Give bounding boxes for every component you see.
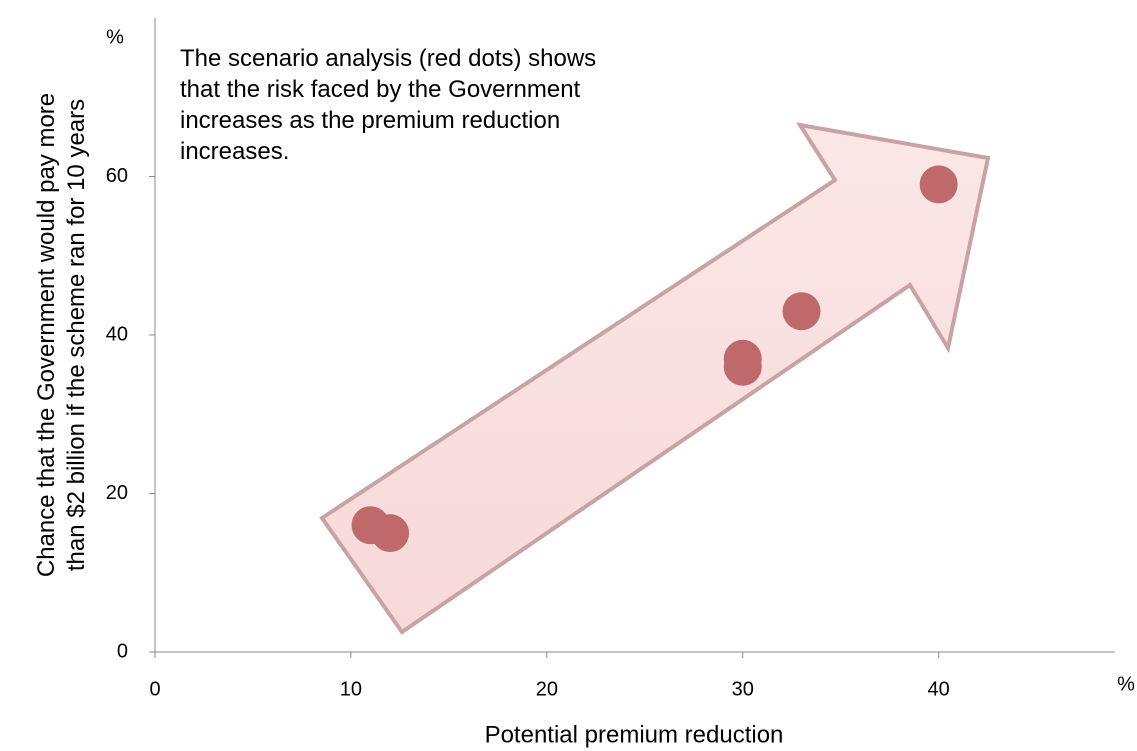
- trend-arrow: [319, 122, 991, 635]
- x-unit: %: [1117, 673, 1135, 695]
- data-point: [371, 514, 410, 553]
- data-point: [723, 347, 762, 386]
- annotation-line: increases as the premium reduction: [180, 107, 560, 134]
- x-tick-label: 40: [928, 678, 950, 700]
- y-tick-label: 40: [106, 323, 128, 345]
- annotation: The scenario analysis (red dots) shows th…: [180, 45, 596, 165]
- y-tick-label: 60: [106, 165, 128, 187]
- y-tick-label: 20: [106, 482, 128, 504]
- annotation-line: The scenario analysis (red dots) shows: [180, 45, 596, 72]
- annotation-line: that the risk faced by the Government: [180, 76, 581, 103]
- y-unit: %: [106, 26, 124, 48]
- annotation-line: increases.: [180, 138, 289, 165]
- x-tick-label: 20: [536, 678, 558, 700]
- data-point: [782, 292, 821, 331]
- x-tick-label: 0: [149, 678, 160, 700]
- x-tick-label: 10: [340, 678, 362, 700]
- y-axis-label-line: Chance that the Government would pay mor…: [33, 93, 60, 577]
- x-tick-label: 30: [732, 678, 754, 700]
- data-point: [919, 165, 958, 204]
- y-axis-label: Chance that the Government would pay mor…: [33, 93, 90, 577]
- y-axis-label-line: than $2 billion if the scheme ran for 10…: [63, 99, 90, 571]
- x-axis-label: Potential premium reduction: [485, 721, 784, 748]
- y-tick-label: 0: [117, 640, 128, 662]
